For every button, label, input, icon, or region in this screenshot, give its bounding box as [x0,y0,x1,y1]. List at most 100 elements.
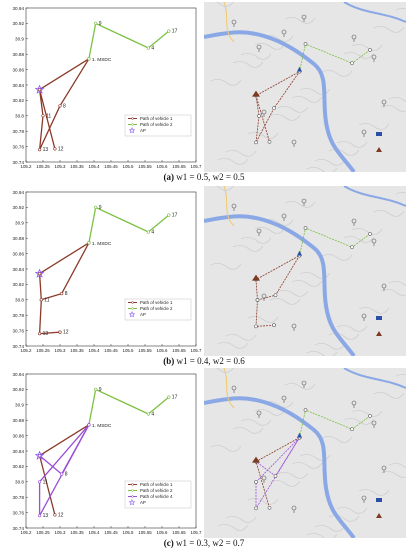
map-b [204,186,406,356]
data-point [37,454,42,458]
legend-box [124,298,192,321]
terrain-ridge [358,489,390,496]
terrain-ridge [373,26,405,33]
terrain-ridge [351,44,383,51]
legend-tent-icon [376,513,382,518]
y-tick-label: 30.78 [13,129,25,134]
caption-tag: (a) [163,172,175,182]
y-tick-label: 30.86 [13,67,25,72]
x-tick-label: 105.6 [157,348,169,353]
y-tick-label: 30.94 [13,6,25,11]
terrain-ridge [277,106,309,113]
terrain-ridge [373,392,405,399]
y-tick-label: 30.78 [13,313,25,318]
map-node [303,408,308,412]
data-point [37,332,42,336]
terrain-ridge [314,159,346,166]
data-point [94,387,98,392]
terrain-ridge [306,167,338,172]
x-tick-label: 105.45 [104,164,118,169]
data-point [37,272,42,276]
y-tick-label: 30.82 [13,98,25,103]
map-route [255,279,275,327]
data-point [58,104,62,108]
legend-entry: AP [140,312,146,317]
terrain-ridge [204,368,234,373]
terrain-ridge [232,427,264,434]
node-label: 9 [99,21,102,27]
x-tick-label: 105.55 [138,530,152,535]
y-tick-label: 30.88 [13,236,25,241]
map-node [254,506,258,511]
x-tick-label: 105.7 [191,164,203,169]
road [223,186,235,227]
terrain-ridge [204,2,234,7]
map-node [273,474,278,478]
data-point [58,330,62,334]
legend-truck-icon [376,498,382,502]
data-point [37,88,42,92]
ap-star-icon [34,268,45,278]
terrain-ridge [210,445,242,452]
terrain-ridge [210,79,242,86]
ap-star-icon [34,450,45,460]
data-point [53,147,57,151]
x-tick-label: 105.4 [89,164,101,169]
terrain-ridge [254,409,286,416]
y-tick-label: 30.74 [13,526,25,531]
y-tick-label: 30.82 [13,464,25,469]
y-tick-label: 30.88 [13,418,25,423]
series-line [88,22,170,59]
map-node [303,226,308,230]
terrain-ridge [240,419,272,426]
terrain-ridge [299,272,331,279]
terrain-ridge [254,227,286,234]
caption-weights: w1 = 0.5, w2 = 0.5 [176,172,245,182]
data-point [87,241,91,245]
y-tick-label: 30.8 [15,114,24,119]
node-label: 4 [151,230,154,236]
terrain-ridge [217,524,249,531]
data-point [60,472,64,476]
terrain-ridge [306,351,338,356]
terrain-ridge [291,96,323,103]
caption-tag: (c) [163,538,174,548]
terrain-ridge [388,281,406,287]
terrain-ridge [314,525,346,532]
map-node [267,139,272,144]
x-tick-label: 105.3 [55,164,67,169]
legend-entry: Path of vehicle 2 [140,306,173,311]
x-tick-label: 105.4 [89,348,101,353]
msdc-marker-icon [297,66,302,72]
terrain-ridge [321,436,353,443]
x-tick-label: 105.3 [55,348,67,353]
x-tick-label: 105.65 [172,164,186,169]
legend-marker [131,301,134,304]
terrain-ridge [380,471,406,478]
x-tick-label: 105.4 [89,530,101,535]
road [223,2,235,43]
legend-entry: AP [140,128,146,133]
y-tick-label: 30.8 [15,480,24,485]
legend-marker [131,495,134,498]
node-label: 11 [43,479,48,485]
data-point [167,395,171,399]
map-route [255,437,300,510]
data-point [94,21,98,26]
legend-entry: Path of vehicle 2 [140,488,173,493]
data-point [167,213,171,217]
terrain-ridge [351,410,383,417]
x-tick-label: 105.45 [104,348,118,353]
terrain-ridge [240,53,272,60]
y-tick-label: 30.9 [15,403,24,408]
terrain-ridge [306,533,338,538]
river-branch [343,186,406,207]
river-branch [343,368,406,389]
legend-marker [131,117,134,120]
terrain-ridge [351,228,383,235]
data-point [146,46,150,50]
node-label: 13 [43,331,49,337]
terrain-ridge [395,192,406,195]
x-tick-label: 105.5 [123,530,135,535]
node-label: 8 [63,103,66,109]
